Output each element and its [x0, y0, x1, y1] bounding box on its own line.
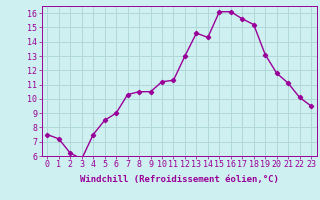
- X-axis label: Windchill (Refroidissement éolien,°C): Windchill (Refroidissement éolien,°C): [80, 175, 279, 184]
